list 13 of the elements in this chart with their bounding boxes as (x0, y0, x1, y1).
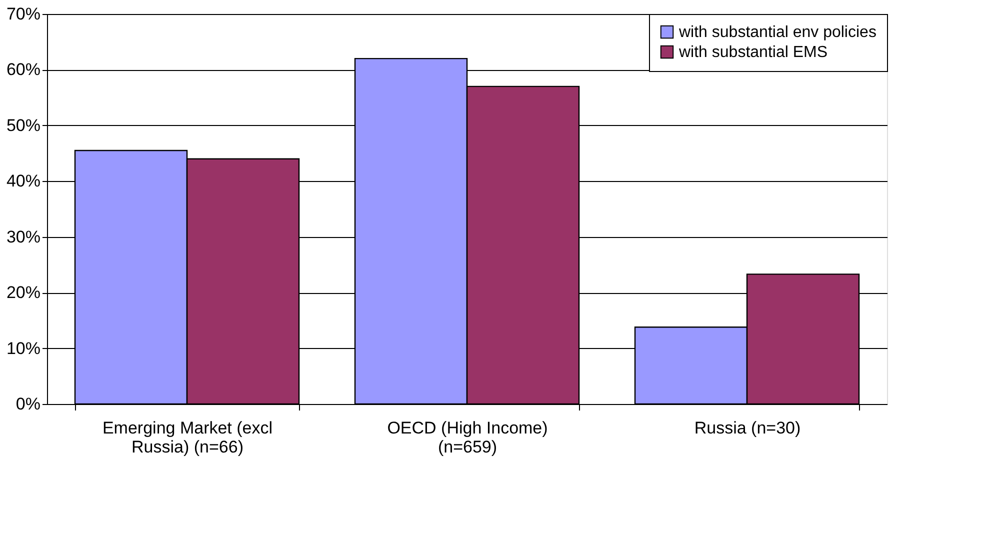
y-tick-label: 0% (16, 394, 40, 414)
legend-label: with substantial EMS (678, 44, 828, 61)
y-tick-label: 50% (6, 116, 40, 135)
x-tick-label: OECD (High Income) (n=659) (387, 418, 548, 456)
y-tick-label: 60% (6, 60, 40, 80)
y-tick-label: 70% (6, 4, 40, 24)
x-tick-label: Emerging Market (excl Russia) (n=66) (102, 418, 273, 456)
y-tick-label: 20% (6, 283, 40, 302)
y-tick-label: 40% (6, 172, 40, 191)
x-tick-label: Russia (n=30) (694, 418, 801, 438)
y-tick-label: 10% (6, 338, 40, 358)
legend-label: with substantial env policies (678, 24, 876, 41)
y-tick-label: 30% (6, 227, 40, 246)
